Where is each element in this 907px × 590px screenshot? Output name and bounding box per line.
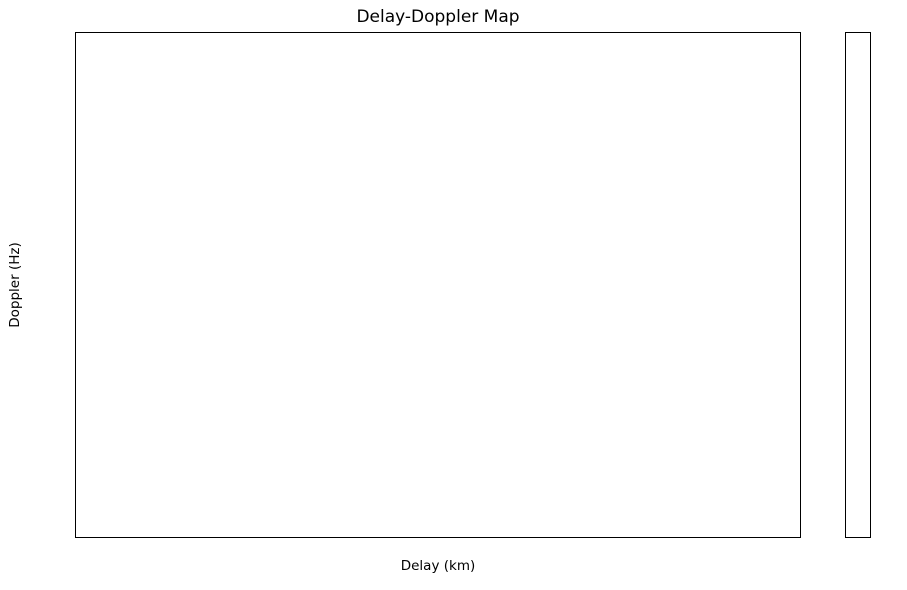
chart-title: Delay-Doppler Map	[356, 7, 520, 27]
colorbar-gradient	[846, 33, 870, 537]
x-axis-label: Delay (km)	[400, 558, 476, 574]
plot-area	[75, 32, 801, 538]
colorbar	[845, 32, 871, 538]
y-axis-label: Doppler (Hz)	[7, 242, 23, 328]
heatmap-canvas	[76, 33, 800, 537]
